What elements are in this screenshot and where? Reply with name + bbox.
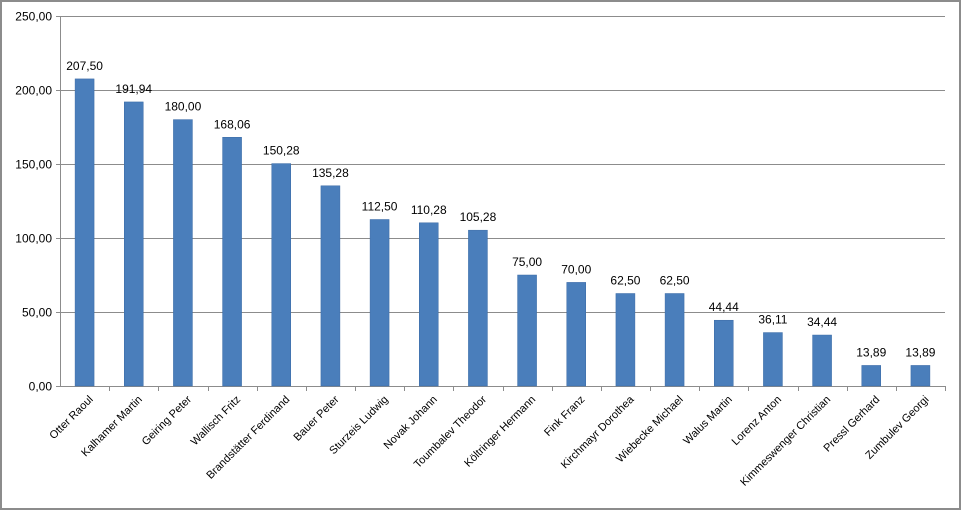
bar [615, 293, 636, 387]
data-label: 44,44 [709, 300, 739, 314]
bar [566, 282, 586, 387]
x-tick-label: Walus Martin [681, 394, 735, 448]
gridlines [60, 16, 945, 313]
bar [468, 229, 488, 387]
x-tick-label: Fink Franz [542, 394, 587, 439]
y-tick-label: 200,00 [15, 84, 52, 98]
bar [714, 319, 734, 387]
bar [369, 219, 390, 387]
x-tick-label: Geiring Peter [140, 393, 195, 448]
x-tick-label: Kimmeswenger Christian [738, 394, 833, 489]
x-tick-label: Wallisch Fritz [189, 394, 243, 448]
data-labels: 207,50 191,94 180,00 168,06 150,28 135,28 112,… [66, 59, 936, 360]
bar [419, 222, 439, 387]
data-label: 36,11 [758, 313, 787, 327]
bar [173, 119, 193, 387]
data-label: 105,28 [460, 210, 497, 224]
x-tick-label: Lorenz Anton [730, 394, 784, 448]
bar [763, 332, 783, 387]
y-axis-ticks: 0,00 50,00 100,00 150,00 200,00 250,00 [15, 10, 52, 394]
y-tick-label: 100,00 [15, 232, 52, 246]
bar [320, 185, 341, 387]
y-tick-label: 0,00 [29, 380, 53, 394]
data-label: 150,28 [263, 144, 300, 158]
data-label: 13,89 [856, 345, 886, 359]
bar [74, 78, 95, 387]
data-label: 110,28 [411, 203, 447, 217]
data-label: 70,00 [561, 262, 591, 276]
data-label: 168,06 [214, 117, 251, 131]
data-label: 180,00 [165, 100, 202, 114]
x-tick-label: Bauer Peter [292, 393, 342, 443]
data-label: 75,00 [512, 255, 542, 269]
bar [910, 365, 931, 387]
bar [124, 101, 144, 387]
data-label: 112,50 [362, 200, 398, 214]
x-tick-label: Otter Raoul [47, 394, 95, 442]
bar [812, 334, 832, 387]
bar [271, 163, 291, 387]
data-label: 34,44 [807, 315, 837, 329]
data-label: 62,50 [610, 274, 640, 288]
bar [861, 365, 881, 387]
bar [664, 293, 685, 387]
x-tick-label: Brandstätter Ferdinand [204, 394, 292, 482]
data-label: 207,50 [66, 59, 103, 73]
data-label: 62,50 [660, 274, 690, 288]
y-tick-label: 50,00 [22, 306, 52, 320]
y-tick-label: 150,00 [15, 158, 52, 172]
bars [74, 78, 931, 387]
bar [222, 137, 242, 387]
data-label: 13,89 [905, 345, 935, 359]
y-tick-label: 250,00 [15, 10, 52, 24]
data-label: 191,94 [115, 82, 152, 96]
bar [517, 274, 537, 387]
data-label: 135,28 [312, 166, 349, 180]
axes [56, 16, 946, 391]
